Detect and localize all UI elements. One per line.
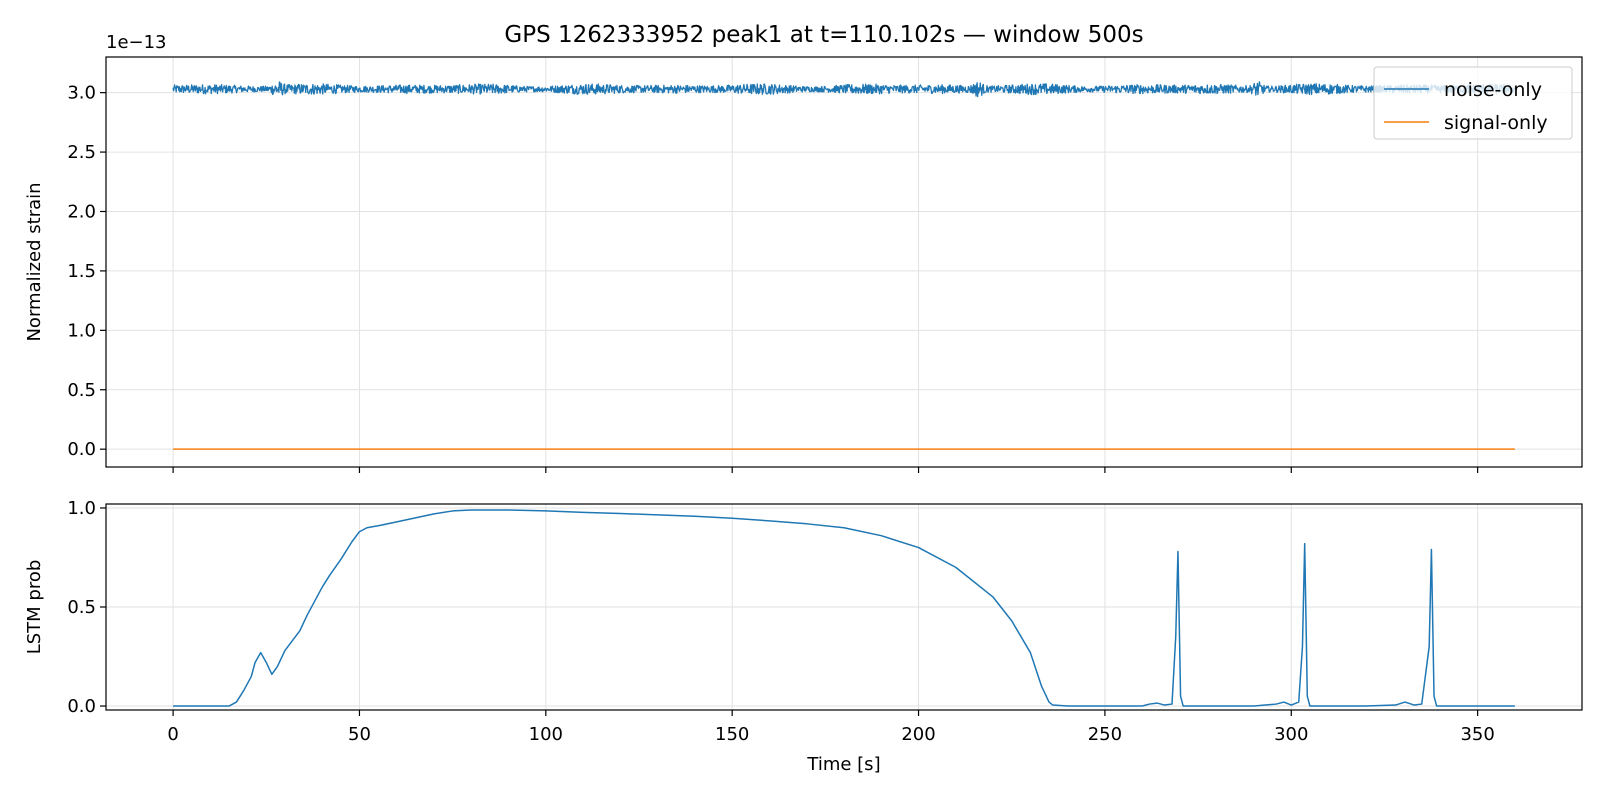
strain-y-tick-label: 0.0 — [67, 439, 96, 460]
noise-only-series-line — [172, 81, 1516, 98]
strain-y-axis-label: Normalized strain — [24, 182, 45, 341]
prob-x-tick-label: 350 — [1460, 724, 1494, 745]
strain-y-tick-label: 2.0 — [67, 201, 96, 222]
prob-y-tick-label: 1.0 — [67, 498, 96, 519]
strain-y-tick-label: 0.5 — [67, 380, 96, 401]
prob-x-tick-label: 300 — [1274, 724, 1308, 745]
strain-y-tick-label: 3.0 — [67, 83, 96, 104]
noise-only-legend-label: noise-only — [1444, 79, 1542, 101]
prob-x-tick-label: 200 — [901, 724, 935, 745]
lstm-probability-panel: 0.0 0.5 1.0 0 50 100 150 200 250 300 350 LSTM prob T… — [24, 498, 1583, 775]
strain-panel: 0.0 0.5 1.0 1.5 2.0 2.5 3.0 Normalized strain 1e… — [24, 32, 1583, 473]
prob-x-tick-label: 0 — [167, 724, 178, 745]
prob-series-group — [173, 509, 1515, 707]
legend-box — [1373, 66, 1573, 140]
prob-x-tick-label: 50 — [348, 724, 371, 745]
figure-title: GPS 1262333952 peak1 at t=110.102s — win… — [504, 22, 1143, 48]
lstm-probability-series-line — [173, 509, 1515, 707]
strain-y-tick-label: 2.5 — [67, 142, 96, 163]
strain-y-tick-label: 1.0 — [67, 320, 96, 341]
prob-x-axis-label: Time [s] — [806, 754, 880, 775]
strain-series-group — [172, 81, 1516, 450]
signal-only-legend-label: signal-only — [1444, 112, 1548, 134]
prob-y-axis-label: LSTM prob — [24, 560, 45, 655]
prob-x-tick-label: 150 — [715, 724, 749, 745]
prob-y-tick-label: 0.5 — [67, 597, 96, 618]
strain-y-tick-label: 1.5 — [67, 261, 96, 282]
prob-x-tick-label: 250 — [1088, 724, 1122, 745]
prob-y-tick-label: 0.0 — [67, 696, 96, 717]
prob-x-tick-label: 100 — [529, 724, 563, 745]
strain-axis-offset-text: 1e−13 — [106, 32, 167, 53]
strain-axes-frame — [105, 56, 1583, 468]
strain-legend: noise-only signal-only — [1373, 66, 1573, 140]
